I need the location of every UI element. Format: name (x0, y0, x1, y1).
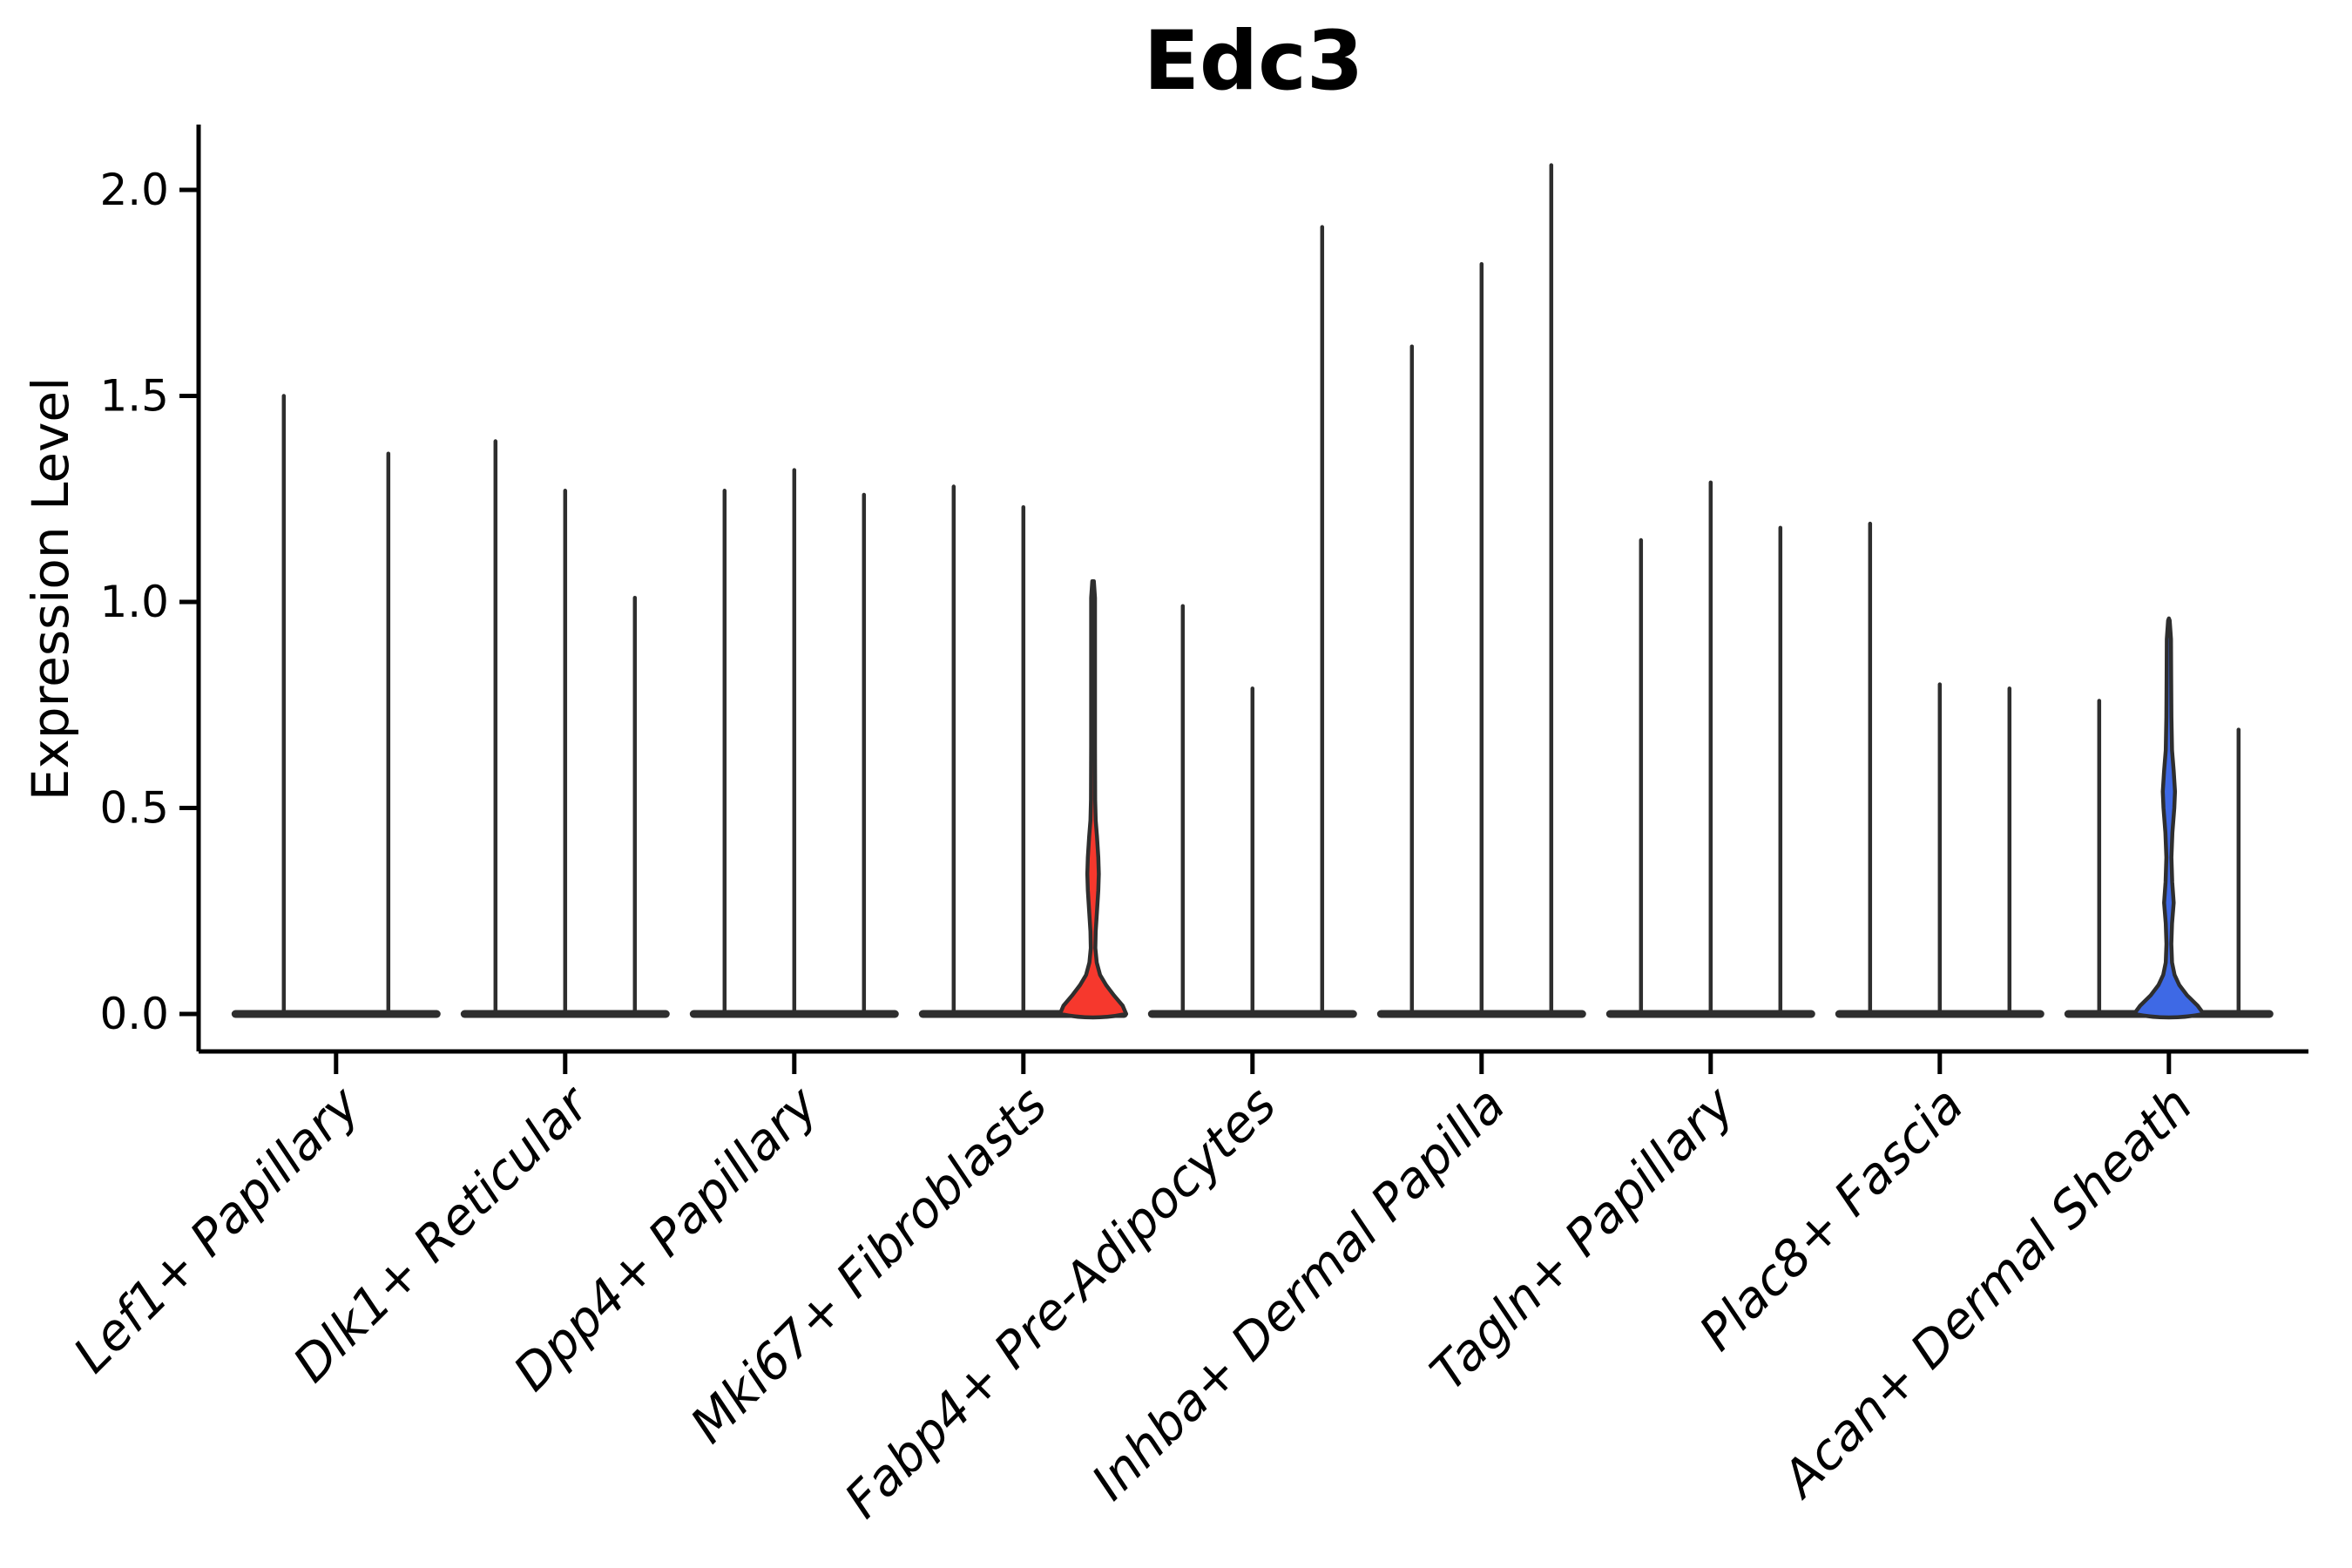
y-tick-label: 1.0 (99, 577, 169, 627)
x-tick-label: Fabp4+ Pre-Adipocytes (834, 1076, 1287, 1529)
y-tick-label: 0.5 (99, 783, 169, 834)
y-tick-label: 0.0 (99, 989, 169, 1039)
y-tick-label: 2.0 (99, 165, 169, 215)
x-tick-label: Acan+ Dermal Sheath (1769, 1076, 2203, 1510)
y-axis: 0.0 0.5 1.0 1.5 2.0 (99, 125, 2308, 1054)
y-axis-label: Expression Level (21, 377, 80, 801)
y-tick-label: 1.5 (99, 371, 169, 422)
violins-layer (231, 163, 2274, 1020)
violin-filled-blue (2132, 616, 2207, 1020)
violin-filled-red (1058, 579, 1129, 1020)
x-axis (334, 1051, 2172, 1074)
violin-group-base (231, 1010, 441, 1018)
plot-title: Edc3 (1144, 14, 1364, 109)
x-tick-label: Inhba+ Dermal Papilla (1081, 1076, 1517, 1511)
